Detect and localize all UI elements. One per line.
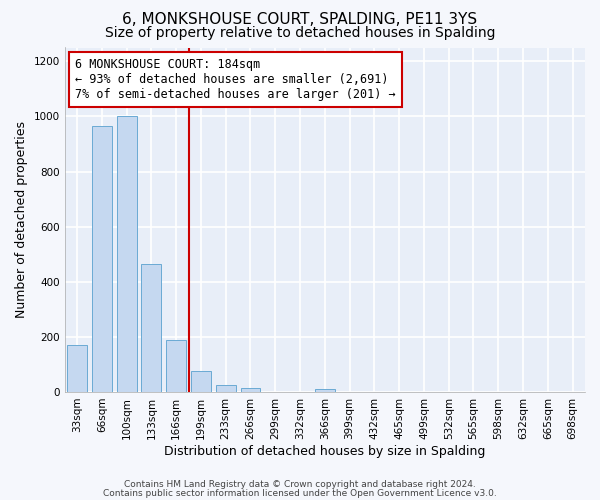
Bar xyxy=(92,126,112,392)
X-axis label: Distribution of detached houses by size in Spalding: Distribution of detached houses by size … xyxy=(164,444,485,458)
Bar xyxy=(67,345,87,392)
Text: Contains public sector information licensed under the Open Government Licence v3: Contains public sector information licen… xyxy=(103,488,497,498)
Text: Size of property relative to detached houses in Spalding: Size of property relative to detached ho… xyxy=(105,26,495,40)
Y-axis label: Number of detached properties: Number of detached properties xyxy=(15,121,28,318)
Bar xyxy=(315,389,335,392)
Bar xyxy=(142,264,161,392)
Text: 6 MONKSHOUSE COURT: 184sqm
← 93% of detached houses are smaller (2,691)
7% of se: 6 MONKSHOUSE COURT: 184sqm ← 93% of deta… xyxy=(75,58,395,101)
Bar xyxy=(117,116,137,392)
Text: 6, MONKSHOUSE COURT, SPALDING, PE11 3YS: 6, MONKSHOUSE COURT, SPALDING, PE11 3YS xyxy=(122,12,478,28)
Bar xyxy=(216,385,236,392)
Bar xyxy=(191,372,211,392)
Bar xyxy=(241,388,260,392)
Bar xyxy=(166,340,186,392)
Text: Contains HM Land Registry data © Crown copyright and database right 2024.: Contains HM Land Registry data © Crown c… xyxy=(124,480,476,489)
